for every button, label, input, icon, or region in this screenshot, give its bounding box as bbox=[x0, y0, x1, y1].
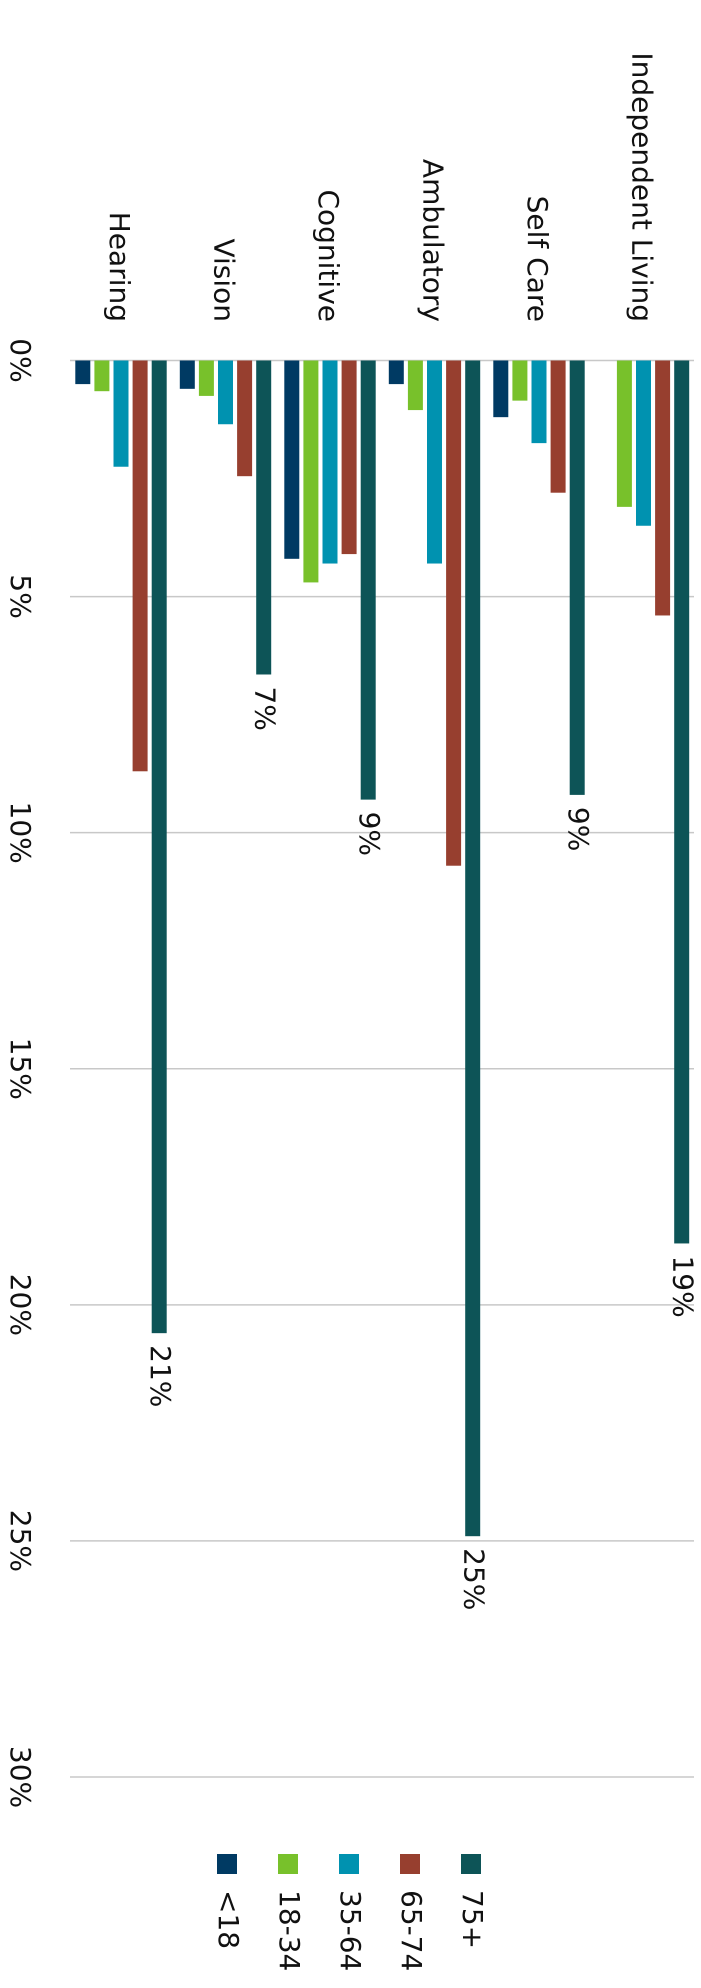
bar bbox=[284, 360, 300, 559]
bar bbox=[198, 360, 214, 396]
bar bbox=[132, 360, 148, 772]
bar bbox=[322, 360, 338, 564]
bar bbox=[303, 360, 319, 583]
legend-swatch bbox=[461, 1854, 481, 1874]
data-label: 7% bbox=[249, 686, 282, 730]
bar bbox=[388, 360, 404, 385]
legend-label: 65-74 bbox=[395, 1890, 428, 1971]
category-label: Independent Living bbox=[626, 52, 659, 322]
bar bbox=[427, 360, 442, 564]
bar bbox=[674, 360, 690, 1244]
y-tick-label: 15% bbox=[4, 1038, 37, 1100]
y-tick-label: 10% bbox=[4, 802, 37, 864]
bar bbox=[550, 360, 566, 493]
category-label: Hearing bbox=[103, 212, 136, 322]
legend-label: 75+ bbox=[456, 1890, 489, 1949]
bar bbox=[256, 360, 272, 675]
data-label: 9% bbox=[353, 812, 386, 856]
bar bbox=[113, 360, 129, 467]
legend-label: 35-64 bbox=[334, 1890, 367, 1971]
bar bbox=[465, 360, 481, 1537]
bar bbox=[94, 360, 110, 392]
bar bbox=[218, 360, 233, 425]
bar bbox=[636, 360, 651, 526]
legend-swatch bbox=[400, 1854, 420, 1874]
legend-swatch bbox=[339, 1854, 359, 1874]
y-tick-label: 20% bbox=[4, 1274, 37, 1336]
category-label: Self Care bbox=[521, 196, 554, 322]
y-tick-label: 30% bbox=[4, 1746, 37, 1808]
bar bbox=[360, 360, 376, 800]
bar bbox=[407, 360, 423, 411]
bar bbox=[493, 360, 509, 418]
bar bbox=[341, 360, 357, 555]
y-tick-label: 5% bbox=[4, 574, 37, 618]
legend-label: <18 bbox=[212, 1890, 245, 1949]
bar bbox=[237, 360, 253, 477]
bar bbox=[655, 360, 671, 616]
category-label: Cognitive bbox=[312, 189, 345, 322]
data-label: 21% bbox=[144, 1345, 177, 1407]
data-label: 9% bbox=[562, 807, 595, 851]
bar bbox=[512, 360, 528, 401]
legend-swatch bbox=[278, 1854, 298, 1874]
bar bbox=[75, 360, 91, 385]
bar bbox=[616, 360, 632, 507]
category-label: Vision bbox=[208, 238, 241, 322]
bar bbox=[569, 360, 585, 795]
category-label: Ambulatory bbox=[417, 159, 450, 322]
data-label: 25% bbox=[458, 1548, 491, 1610]
data-label: 19% bbox=[667, 1255, 700, 1317]
y-tick-label: 0% bbox=[4, 338, 37, 382]
bar bbox=[179, 360, 195, 389]
legend-swatch bbox=[217, 1854, 237, 1874]
bar bbox=[531, 360, 547, 444]
legend-label: 18-34 bbox=[273, 1890, 306, 1971]
y-tick-label: 25% bbox=[4, 1510, 37, 1572]
bar bbox=[151, 360, 167, 1334]
bar bbox=[446, 360, 462, 866]
